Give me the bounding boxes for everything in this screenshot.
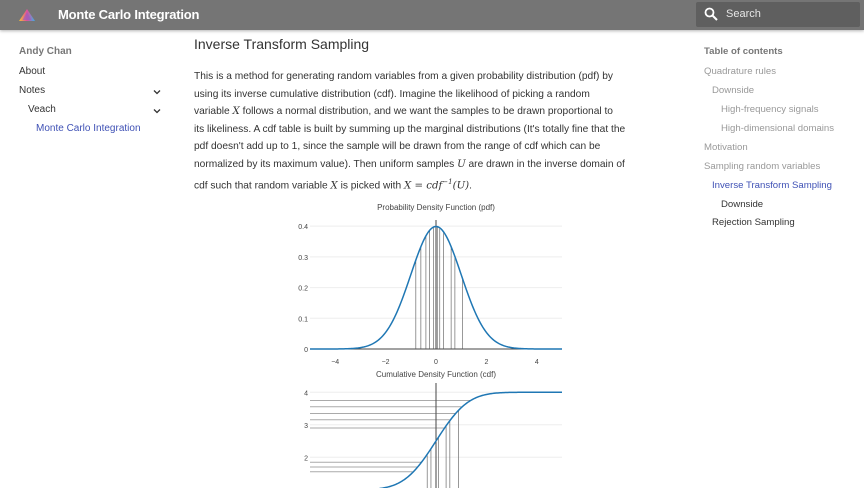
chevron-down-icon[interactable]: [153, 107, 161, 115]
section-heading: Inverse Transform Sampling: [194, 36, 370, 52]
search-box[interactable]: Search: [696, 2, 860, 27]
math-formula: X = cdf: [404, 179, 443, 191]
toc-item-quadrature-rules[interactable]: Quadrature rules: [704, 66, 776, 77]
y-tick-label: 4: [304, 390, 308, 397]
y-tick-label: 0.1: [298, 316, 308, 323]
y-tick-label: 2: [304, 455, 308, 462]
chevron-down-icon[interactable]: [153, 88, 161, 96]
charts-figure: Probability Density Function (pdf) 0 0.1 0.…: [298, 203, 562, 488]
y-tick-label: 0.3: [298, 255, 308, 262]
nav-item-notes[interactable]: Notes: [19, 85, 46, 96]
pdf-curve: [310, 225, 562, 350]
triangle-logo-icon[interactable]: [19, 9, 35, 21]
math-variable: X: [232, 106, 240, 118]
paragraph-line: variable X follows a normal distribution…: [194, 106, 613, 118]
nav-item-about[interactable]: About: [19, 66, 46, 77]
toc-item-downside[interactable]: Downside: [712, 85, 755, 96]
section-paragraph: This is a method for generating random v…: [194, 68, 684, 195]
paragraph-line: its likeliness. A cdf table is built by …: [194, 123, 626, 135]
x-tick-label: 2: [484, 359, 488, 366]
paragraph-line: This is a method for generating random v…: [194, 71, 614, 82]
toc-item-downside-2[interactable]: Downside: [721, 199, 764, 210]
toc-item-high-frequency[interactable]: High-frequency signals: [721, 104, 819, 115]
paragraph-line: pdf doesn't add up to 1, since the sampl…: [194, 141, 601, 153]
paragraph-line: cdf such that random variable X is picke…: [194, 177, 472, 191]
y-tick-label: 3: [304, 423, 308, 430]
paragraph-line: using its inverse cumulative distributio…: [194, 88, 590, 100]
chart-title: Cumulative Density Function (cdf): [376, 370, 496, 379]
search-icon[interactable]: [704, 7, 718, 21]
x-tick-label: −4: [331, 359, 339, 366]
nav-item-veach[interactable]: Veach: [28, 104, 56, 115]
toc-item-sampling[interactable]: Sampling random variables: [704, 161, 821, 172]
toc-item-rejection-sampling[interactable]: Rejection Sampling: [712, 217, 795, 228]
toc-item-inverse-transform[interactable]: Inverse Transform Sampling: [712, 180, 832, 191]
chart-title: Probability Density Function (pdf): [377, 203, 495, 212]
paragraph-line: normalized by its maximum value). Then u…: [194, 158, 625, 170]
nav-author[interactable]: Andy Chan: [19, 46, 72, 57]
y-tick-label: 0.2: [298, 286, 308, 293]
cdf-curve: [377, 391, 562, 488]
math-variable: U: [457, 158, 466, 170]
x-tick-label: 4: [535, 359, 539, 366]
app-header: Monte Carlo Integration Search: [0, 0, 864, 30]
x-tick-label: 0: [434, 359, 438, 366]
toc-item-high-dimensional[interactable]: High-dimensional domains: [721, 123, 835, 134]
math-variable: X: [330, 179, 338, 191]
toc-title: Table of contents: [704, 46, 783, 57]
nav-item-monte-carlo[interactable]: Monte Carlo Integration: [36, 123, 141, 134]
y-tick-label: 0.4: [298, 224, 308, 231]
toc-item-motivation[interactable]: Motivation: [704, 142, 748, 153]
y-tick-label: 0: [304, 347, 308, 354]
x-tick-label: −2: [382, 359, 390, 366]
search-input[interactable]: Search: [726, 8, 761, 20]
site-title[interactable]: Monte Carlo Integration: [58, 7, 200, 22]
